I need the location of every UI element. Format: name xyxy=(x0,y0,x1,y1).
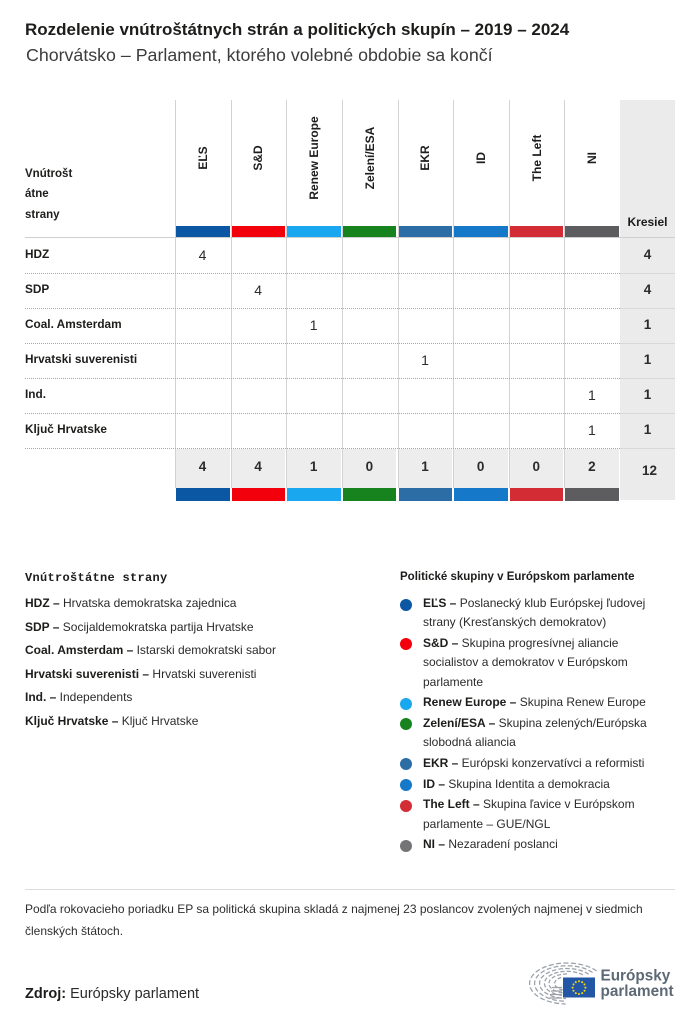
svg-text:parlament: parlament xyxy=(601,983,674,1000)
svg-text:Európsky: Európsky xyxy=(601,968,671,985)
